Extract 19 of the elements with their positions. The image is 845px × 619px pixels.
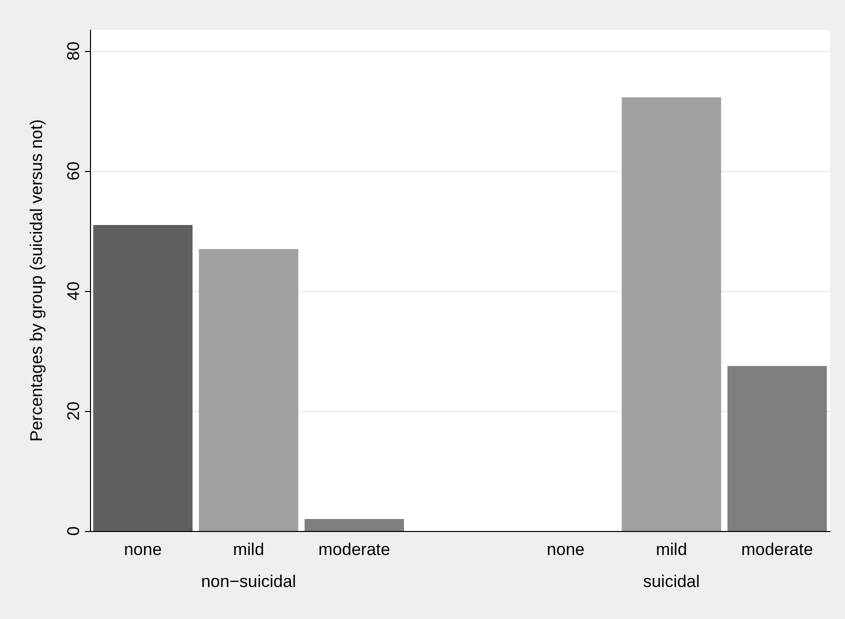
bar [727, 366, 827, 531]
bar [198, 249, 298, 531]
x-tick-label: moderate [318, 540, 390, 559]
y-axis-title: Percentages by group (suicidal versus not) [27, 119, 46, 442]
x-tick-label: none [124, 540, 162, 559]
x-tick-label: moderate [741, 540, 814, 559]
y-tick-label: 20 [64, 402, 83, 420]
text: non−suicidal [201, 572, 296, 591]
x-tick-label: mild [656, 540, 688, 559]
x-tick-label: none [546, 540, 585, 559]
x-tick-label: mild [232, 540, 264, 559]
text: suicidal [643, 572, 700, 591]
bar [93, 225, 193, 531]
y-tick-label: 40 [64, 282, 83, 300]
y-tick-label: 80 [64, 42, 83, 60]
bar [622, 97, 722, 531]
bar [304, 519, 404, 531]
y-tick-label: 0 [64, 526, 83, 536]
y-tick-label: 60 [64, 162, 83, 180]
